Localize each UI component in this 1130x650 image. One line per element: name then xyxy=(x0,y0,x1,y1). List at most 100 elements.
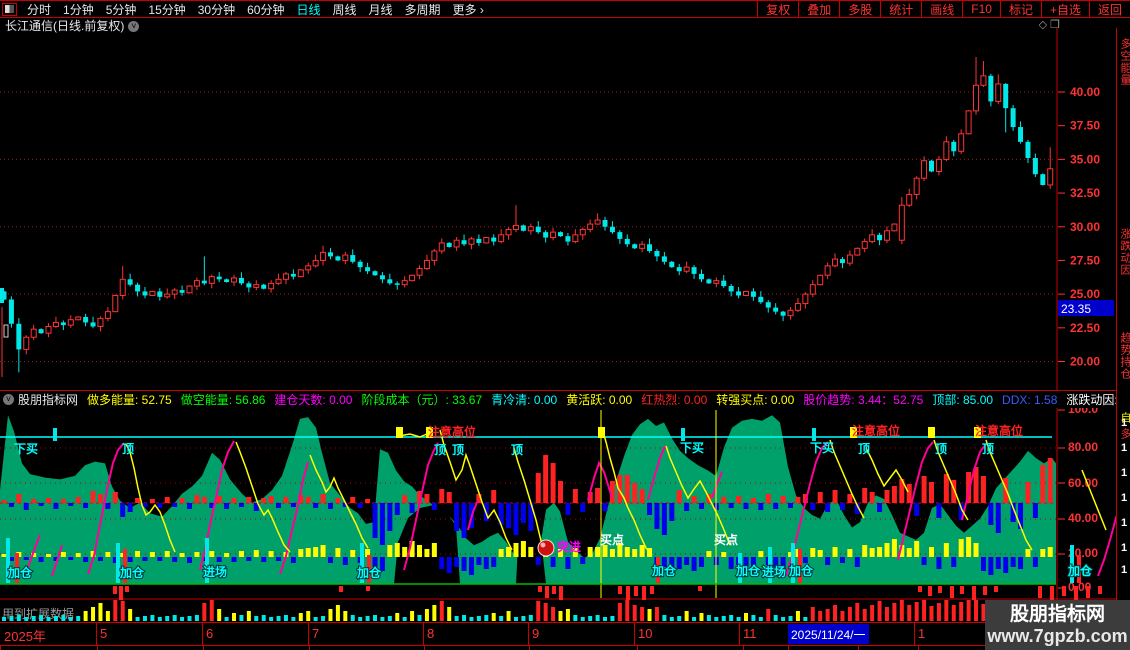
tool-item-1[interactable]: 叠加 xyxy=(798,1,839,17)
right-sidebar-strip[interactable]: 多空能量 涨跌动因 趋势持仓自多 1 1 1 1 1 1 1 xyxy=(1116,28,1130,622)
right-strip-label[interactable]: 趋势持仓 xyxy=(1119,332,1130,380)
indicator-value-6: 黄活跃: 0.00 xyxy=(566,393,633,407)
candle-up xyxy=(297,269,304,278)
period-item-7[interactable]: 周线 xyxy=(332,2,357,17)
candle-down xyxy=(691,267,697,274)
candle-down xyxy=(350,255,356,262)
red-ball-marker xyxy=(537,539,555,557)
tool-item-2[interactable]: 多股 xyxy=(839,1,880,17)
candle-down xyxy=(357,261,363,268)
tools-menu: 复权 叠加 多股 统计 画线 F10 标记 +自选 返回 xyxy=(757,1,1130,17)
candle-down xyxy=(335,256,341,261)
signal-label-jiacang: 加仓 xyxy=(788,563,814,578)
right-strip-digit: 1 xyxy=(1121,517,1128,529)
month-label: 10 xyxy=(638,626,653,641)
period-item-5[interactable]: 60分钟 xyxy=(247,2,285,17)
candle-up xyxy=(193,280,200,287)
candle-up xyxy=(431,250,438,261)
candle-down xyxy=(654,251,660,257)
candle-up xyxy=(824,265,831,276)
candle-down xyxy=(16,323,22,350)
candle-up xyxy=(817,274,824,286)
right-strip-label[interactable]: 自 xyxy=(1119,412,1130,424)
candle-down xyxy=(617,232,623,239)
candle-down xyxy=(558,232,563,237)
period-item-1[interactable]: 1分钟 xyxy=(63,2,94,17)
bottom-partial-row xyxy=(0,646,1130,650)
month-label: 11 xyxy=(743,626,757,641)
candle-down xyxy=(565,236,571,242)
chevron-down-icon[interactable]: ˅ xyxy=(128,21,140,33)
right-strip-label[interactable]: 多 xyxy=(1119,428,1130,440)
candle-down xyxy=(461,240,467,245)
right-strip-label[interactable]: 涨跌动因 xyxy=(1119,228,1130,276)
candle-up xyxy=(913,177,920,195)
candle-up xyxy=(268,282,275,290)
candle-up xyxy=(743,290,749,296)
candle-up xyxy=(119,278,126,296)
candle-up xyxy=(505,228,512,236)
candle-up xyxy=(683,266,690,272)
period-item-9[interactable]: 多周期 xyxy=(404,2,441,17)
candle-down xyxy=(698,273,704,280)
tool-item-3[interactable]: 统计 xyxy=(880,1,921,17)
candle-down xyxy=(706,279,712,284)
tool-item-8[interactable]: 返回 xyxy=(1088,1,1130,17)
period-item-3[interactable]: 15分钟 xyxy=(148,2,186,17)
cursor-date-box: 2025/11/24/一 xyxy=(788,624,869,644)
right-strip-label[interactable]: 多空能量 xyxy=(1119,38,1130,86)
period-item-6[interactable]: 日线 xyxy=(296,2,321,17)
candle-up xyxy=(275,278,282,284)
candle-down xyxy=(1010,108,1016,128)
candle-up xyxy=(231,277,238,283)
candle-down xyxy=(261,284,267,289)
candle-up xyxy=(312,259,319,267)
candle-up xyxy=(423,259,430,270)
signal-label-jinchang: 进场 xyxy=(203,564,227,579)
tool-item-6[interactable]: 标记 xyxy=(999,1,1041,17)
candlestick-chart[interactable]: 40.00 37.50 35.00 32.50 30.00 27.50 25.00 22.50… xyxy=(0,28,1130,390)
candle-down xyxy=(839,259,845,264)
diamond-icon[interactable]: ◇ xyxy=(1038,19,1048,31)
candle-down xyxy=(721,280,727,287)
sub-axis-label: 20.00 xyxy=(1068,546,1098,560)
candle-up xyxy=(965,110,972,135)
signal-label-xiabuy: 下买 xyxy=(14,442,38,456)
period-item-2[interactable]: 5分钟 xyxy=(105,2,137,17)
window-layout-icon[interactable] xyxy=(2,2,17,16)
candle-up xyxy=(943,141,950,160)
candle-up xyxy=(906,193,913,206)
candle-up xyxy=(572,234,579,243)
candle-down xyxy=(780,311,786,316)
candle-down xyxy=(127,279,133,285)
period-item-10[interactable]: 更多 › xyxy=(452,2,484,17)
candle-up xyxy=(639,243,646,249)
tool-item-4[interactable]: 画线 xyxy=(921,1,962,17)
price-axis-label: 32.50 xyxy=(1070,186,1100,200)
signal-label-ding: 顶 xyxy=(511,443,523,457)
indicator-chart[interactable]: 100.080.0060.0040.0020.000.00下买 下买 下买顶顶顶顶顶… xyxy=(0,408,1130,600)
tool-item-7[interactable]: +自选 xyxy=(1040,1,1089,17)
month-label: 1 xyxy=(918,626,926,641)
candle-up xyxy=(713,280,720,284)
candle-up xyxy=(995,83,1002,102)
candle-down xyxy=(535,226,541,233)
signal-label-ding: 顶 xyxy=(122,442,134,456)
candle-up xyxy=(186,285,193,294)
period-item-0[interactable]: 分时 xyxy=(27,2,52,17)
watermark-name: 股朋指标网 xyxy=(1009,604,1105,625)
period-item-4[interactable]: 30分钟 xyxy=(197,2,236,17)
date-axis[interactable]: 2025年 2025/11/24/一 5 6 7 8 9 10 11 1 xyxy=(0,622,1130,646)
period-item-8[interactable]: 月线 xyxy=(368,2,393,17)
candle-up xyxy=(787,309,794,317)
candle-down xyxy=(877,234,883,241)
candle-up xyxy=(305,265,312,271)
candle-up xyxy=(416,268,423,276)
pane-icon[interactable]: ❒ xyxy=(1050,19,1060,31)
signal-label-maidian: 买点 xyxy=(714,532,738,547)
tool-item-5[interactable]: F10 xyxy=(962,1,1000,17)
sub-axis-label: 100.0 xyxy=(1068,408,1098,416)
candle-up xyxy=(498,234,505,243)
tool-item-0[interactable]: 复权 xyxy=(757,1,798,17)
collapse-icon[interactable]: ˅ xyxy=(3,394,14,405)
